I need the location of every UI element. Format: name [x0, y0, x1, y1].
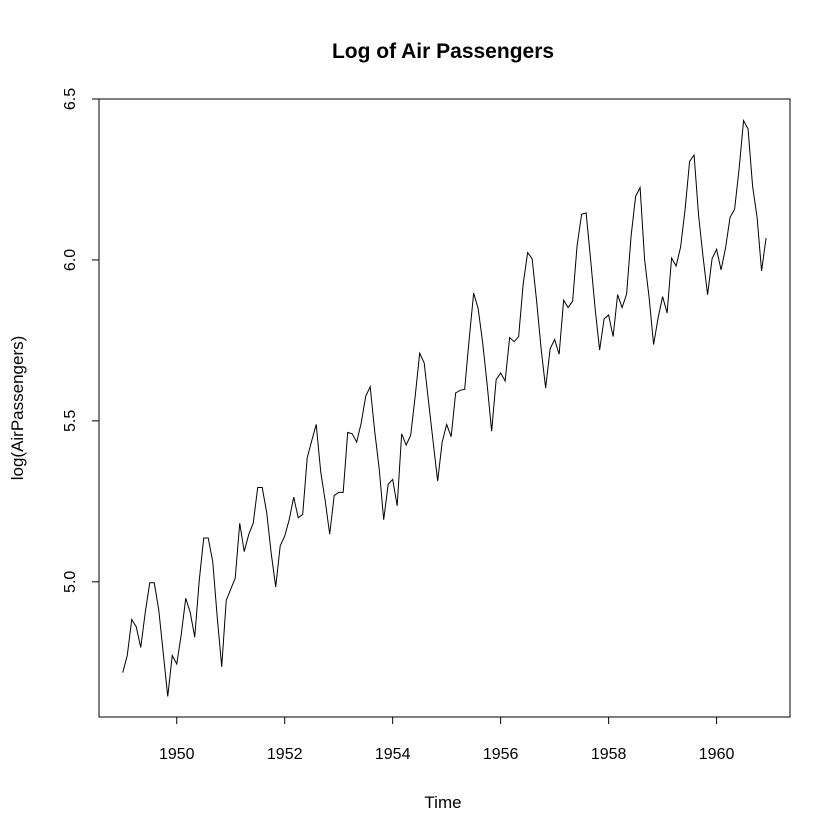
x-tick-label: 1960 — [699, 746, 735, 763]
x-tick-label: 1950 — [159, 746, 195, 763]
y-tick-label: 6.5 — [62, 88, 79, 110]
y-tick-label: 6.0 — [62, 249, 79, 271]
x-tick-label: 1958 — [591, 746, 627, 763]
y-tick-label: 5.0 — [62, 571, 79, 593]
x-tick-label: 1956 — [483, 746, 519, 763]
series-line-log-air-passengers — [122, 118, 767, 697]
y-axis: 5.0 5.5 6.0 6.5 — [62, 88, 100, 593]
x-tick-label: 1954 — [375, 746, 411, 763]
chart-title: Log of Air Passengers — [332, 40, 554, 63]
x-tick-label: 1952 — [267, 746, 303, 763]
y-axis-title: log(AirPassengers) — [8, 336, 27, 481]
y-tick-label: 5.5 — [62, 410, 79, 432]
x-axis: 1950 1952 1954 1956 1958 1960 — [159, 716, 735, 763]
x-axis-title: Time — [424, 793, 461, 812]
